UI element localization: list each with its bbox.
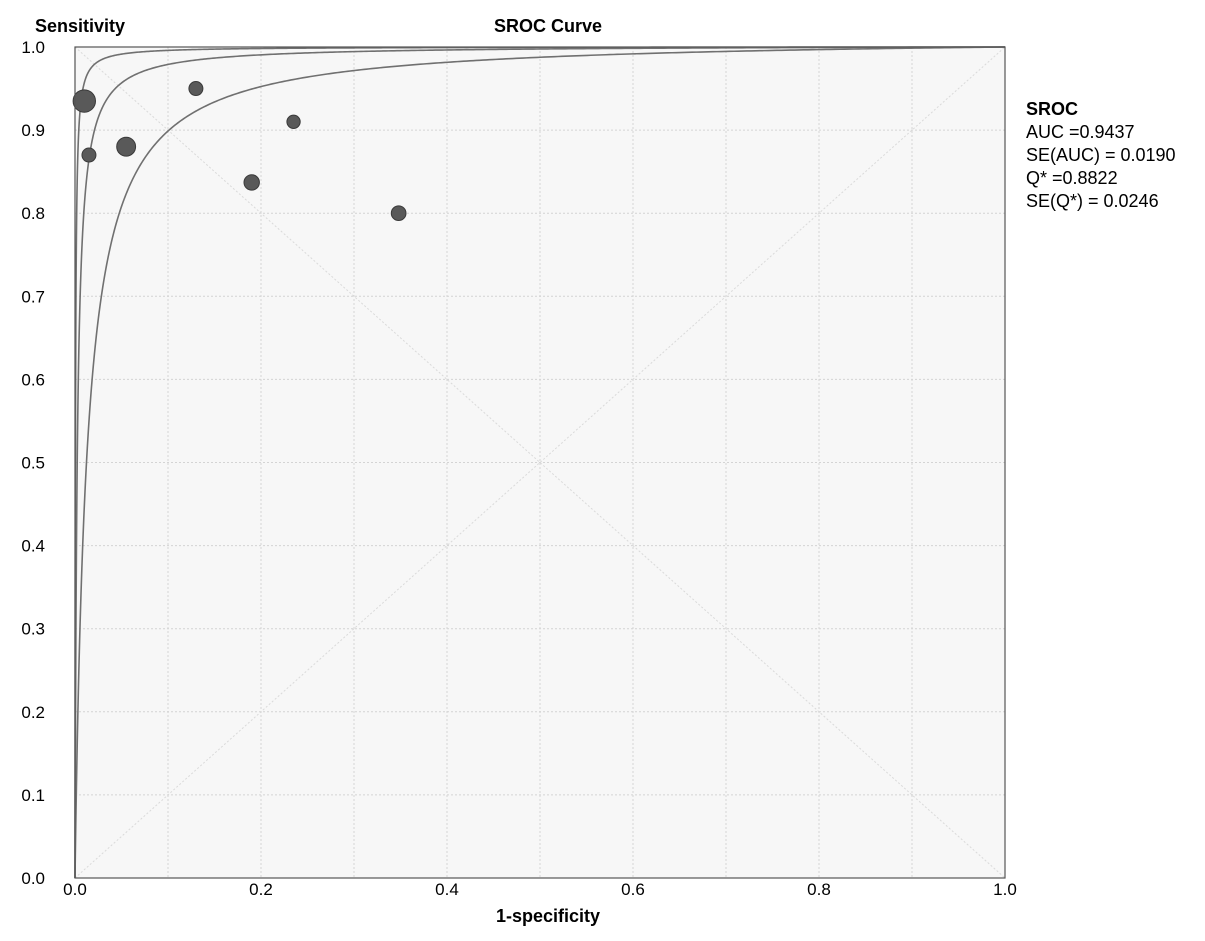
sroc-curve-lower-bound bbox=[74, 46, 1006, 878]
y-tick-label: 0.9 bbox=[21, 121, 45, 140]
x-tick-label: 0.4 bbox=[435, 880, 459, 899]
y-axis-label: Sensitivity bbox=[35, 16, 125, 36]
summary-heading: SROC bbox=[1026, 99, 1079, 119]
summary-se-q-star: SE(Q*) = 0.0246 bbox=[1026, 191, 1159, 211]
study-point bbox=[286, 114, 301, 129]
y-tick-label: 0.8 bbox=[21, 204, 45, 223]
study-point bbox=[116, 136, 137, 157]
study-point bbox=[72, 89, 97, 113]
summary-se-auc: SE(AUC) = 0.0190 bbox=[1026, 145, 1176, 165]
x-axis-label: 1-specificity bbox=[496, 906, 600, 926]
x-tick-label: 1.0 bbox=[993, 880, 1017, 899]
study-point bbox=[243, 174, 260, 191]
y-tick-label: 0.1 bbox=[21, 786, 45, 805]
plot-frame bbox=[74, 46, 1006, 879]
y-tick-label: 1.0 bbox=[21, 38, 45, 57]
y-tick-label: 0.7 bbox=[21, 287, 45, 306]
chart-title: SROC Curve bbox=[494, 16, 602, 36]
y-tick-label: 0.2 bbox=[21, 703, 45, 722]
study-point bbox=[390, 205, 407, 222]
y-tick-label: 0.4 bbox=[21, 537, 45, 556]
summary-auc: AUC =0.9437 bbox=[1026, 122, 1135, 142]
y-tick-label: 0.0 bbox=[21, 869, 45, 888]
summary-q-star: Q* =0.8822 bbox=[1026, 168, 1118, 188]
summary-panel: SROC AUC =0.9437 SE(AUC) = 0.0190 Q* =0.… bbox=[1026, 98, 1176, 213]
x-tick-label: 0.2 bbox=[249, 880, 273, 899]
point-layer bbox=[72, 81, 407, 222]
x-tick-label: 0.6 bbox=[621, 880, 645, 899]
x-tick-label: 0.0 bbox=[63, 880, 87, 899]
y-tick-label: 0.3 bbox=[21, 620, 45, 639]
y-tick-label: 0.5 bbox=[21, 454, 45, 473]
study-point bbox=[188, 81, 204, 97]
study-point bbox=[81, 147, 97, 163]
sroc-curve-sroc bbox=[74, 46, 1006, 878]
y-tick-label: 0.6 bbox=[21, 370, 45, 389]
x-tick-labels: 0.0 0.2 0.4 0.6 0.8 1.0 bbox=[63, 880, 1017, 899]
y-tick-labels: 0.0 0.1 0.2 0.3 0.4 0.5 0.6 0.7 0.8 0.9 1.0 bbox=[21, 38, 45, 888]
x-tick-label: 0.8 bbox=[807, 880, 831, 899]
grid-lines bbox=[75, 47, 1005, 878]
